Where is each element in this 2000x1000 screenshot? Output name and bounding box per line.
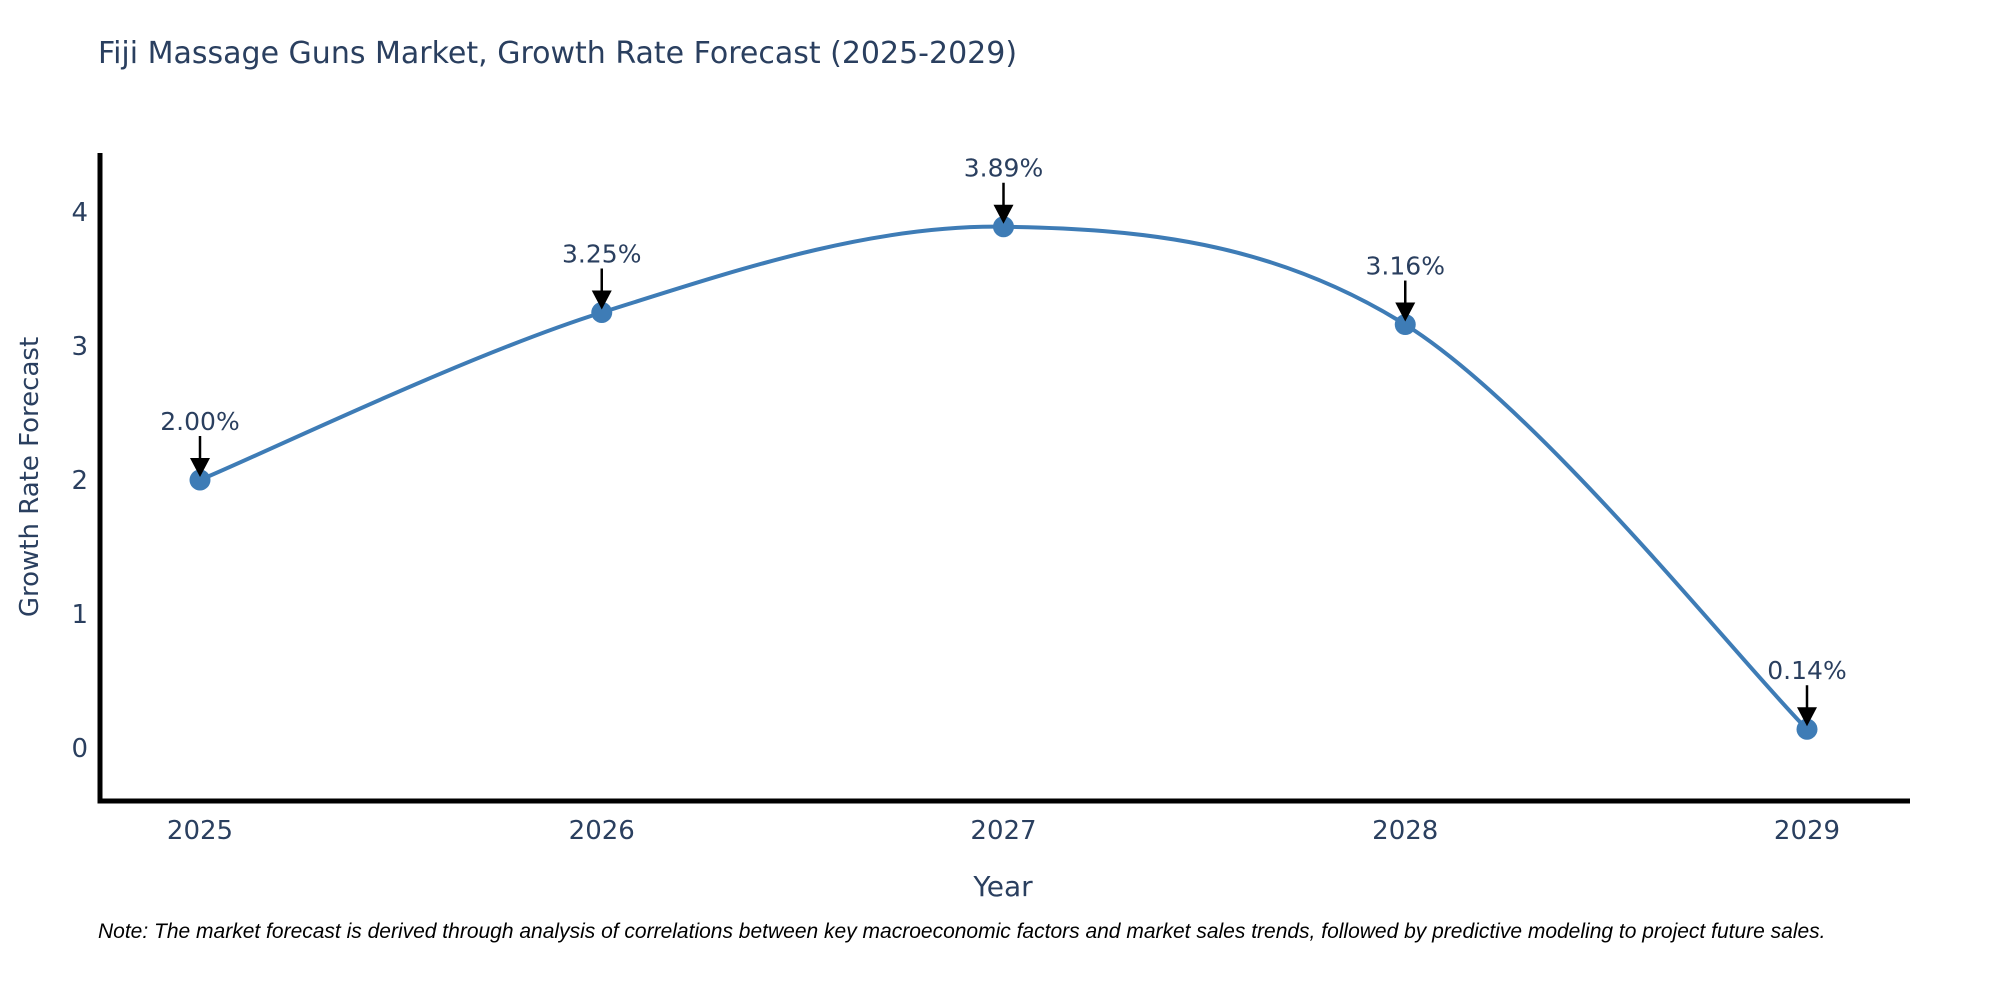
annotations: 2.00% 3.25% 3.89% 3.16% 0.14% bbox=[160, 154, 1847, 727]
annotation-2025: 2.00% bbox=[160, 407, 240, 477]
y-tick-3: 3 bbox=[71, 332, 88, 362]
annotation-2028: 3.16% bbox=[1366, 252, 1445, 322]
chart-footnote: Note: The market forecast is derived thr… bbox=[98, 920, 1826, 943]
trend-line bbox=[198, 224, 1809, 732]
annotation-2026: 3.25% bbox=[562, 240, 641, 310]
annotation-label-2028: 3.16% bbox=[1366, 252, 1445, 281]
annotation-arrowhead-icon bbox=[1395, 302, 1416, 322]
y-tick-2: 2 bbox=[71, 466, 88, 496]
data-point-2025[interactable] bbox=[189, 469, 211, 491]
annotation-arrowhead-icon bbox=[190, 458, 210, 477]
y-tick-1: 1 bbox=[71, 600, 88, 630]
annotation-label-2027: 3.89% bbox=[964, 154, 1043, 183]
y-axis-title: Growth Rate Forecast bbox=[15, 336, 45, 618]
annotation-2027: 3.89% bbox=[964, 154, 1043, 224]
data-point-2029[interactable] bbox=[1796, 718, 1818, 740]
data-point-2027[interactable] bbox=[993, 216, 1014, 238]
trend-series bbox=[189, 216, 1818, 740]
annotation-label-2029: 0.14% bbox=[1767, 656, 1846, 685]
x-tick-2028: 2028 bbox=[1372, 816, 1438, 846]
x-tick-2025: 2025 bbox=[167, 816, 233, 846]
annotation-arrowhead-icon bbox=[1797, 707, 1817, 727]
annotation-arrowhead-icon bbox=[993, 204, 1014, 224]
y-axis-ticks: 0 1 2 3 4 bbox=[71, 198, 88, 764]
x-axis-ticks: 2025 2026 2027 2028 2029 bbox=[167, 816, 1840, 846]
y-tick-0: 0 bbox=[71, 734, 88, 764]
y-tick-4: 4 bbox=[71, 198, 88, 228]
x-tick-2026: 2026 bbox=[569, 816, 635, 846]
annotation-label-2026: 3.25% bbox=[562, 240, 641, 269]
annotation-arrowhead-icon bbox=[591, 290, 612, 310]
axes bbox=[97, 153, 1910, 804]
data-point-2028[interactable] bbox=[1394, 314, 1416, 336]
x-tick-2027: 2027 bbox=[970, 816, 1036, 846]
annotation-2029: 0.14% bbox=[1767, 656, 1847, 727]
x-axis-title: Year bbox=[973, 870, 1033, 903]
annotation-label-2025: 2.00% bbox=[160, 407, 239, 436]
chart-title: Fiji Massage Guns Market, Growth Rate Fo… bbox=[98, 36, 1018, 71]
data-point-2026[interactable] bbox=[591, 302, 613, 323]
x-tick-2029: 2029 bbox=[1774, 816, 1840, 846]
